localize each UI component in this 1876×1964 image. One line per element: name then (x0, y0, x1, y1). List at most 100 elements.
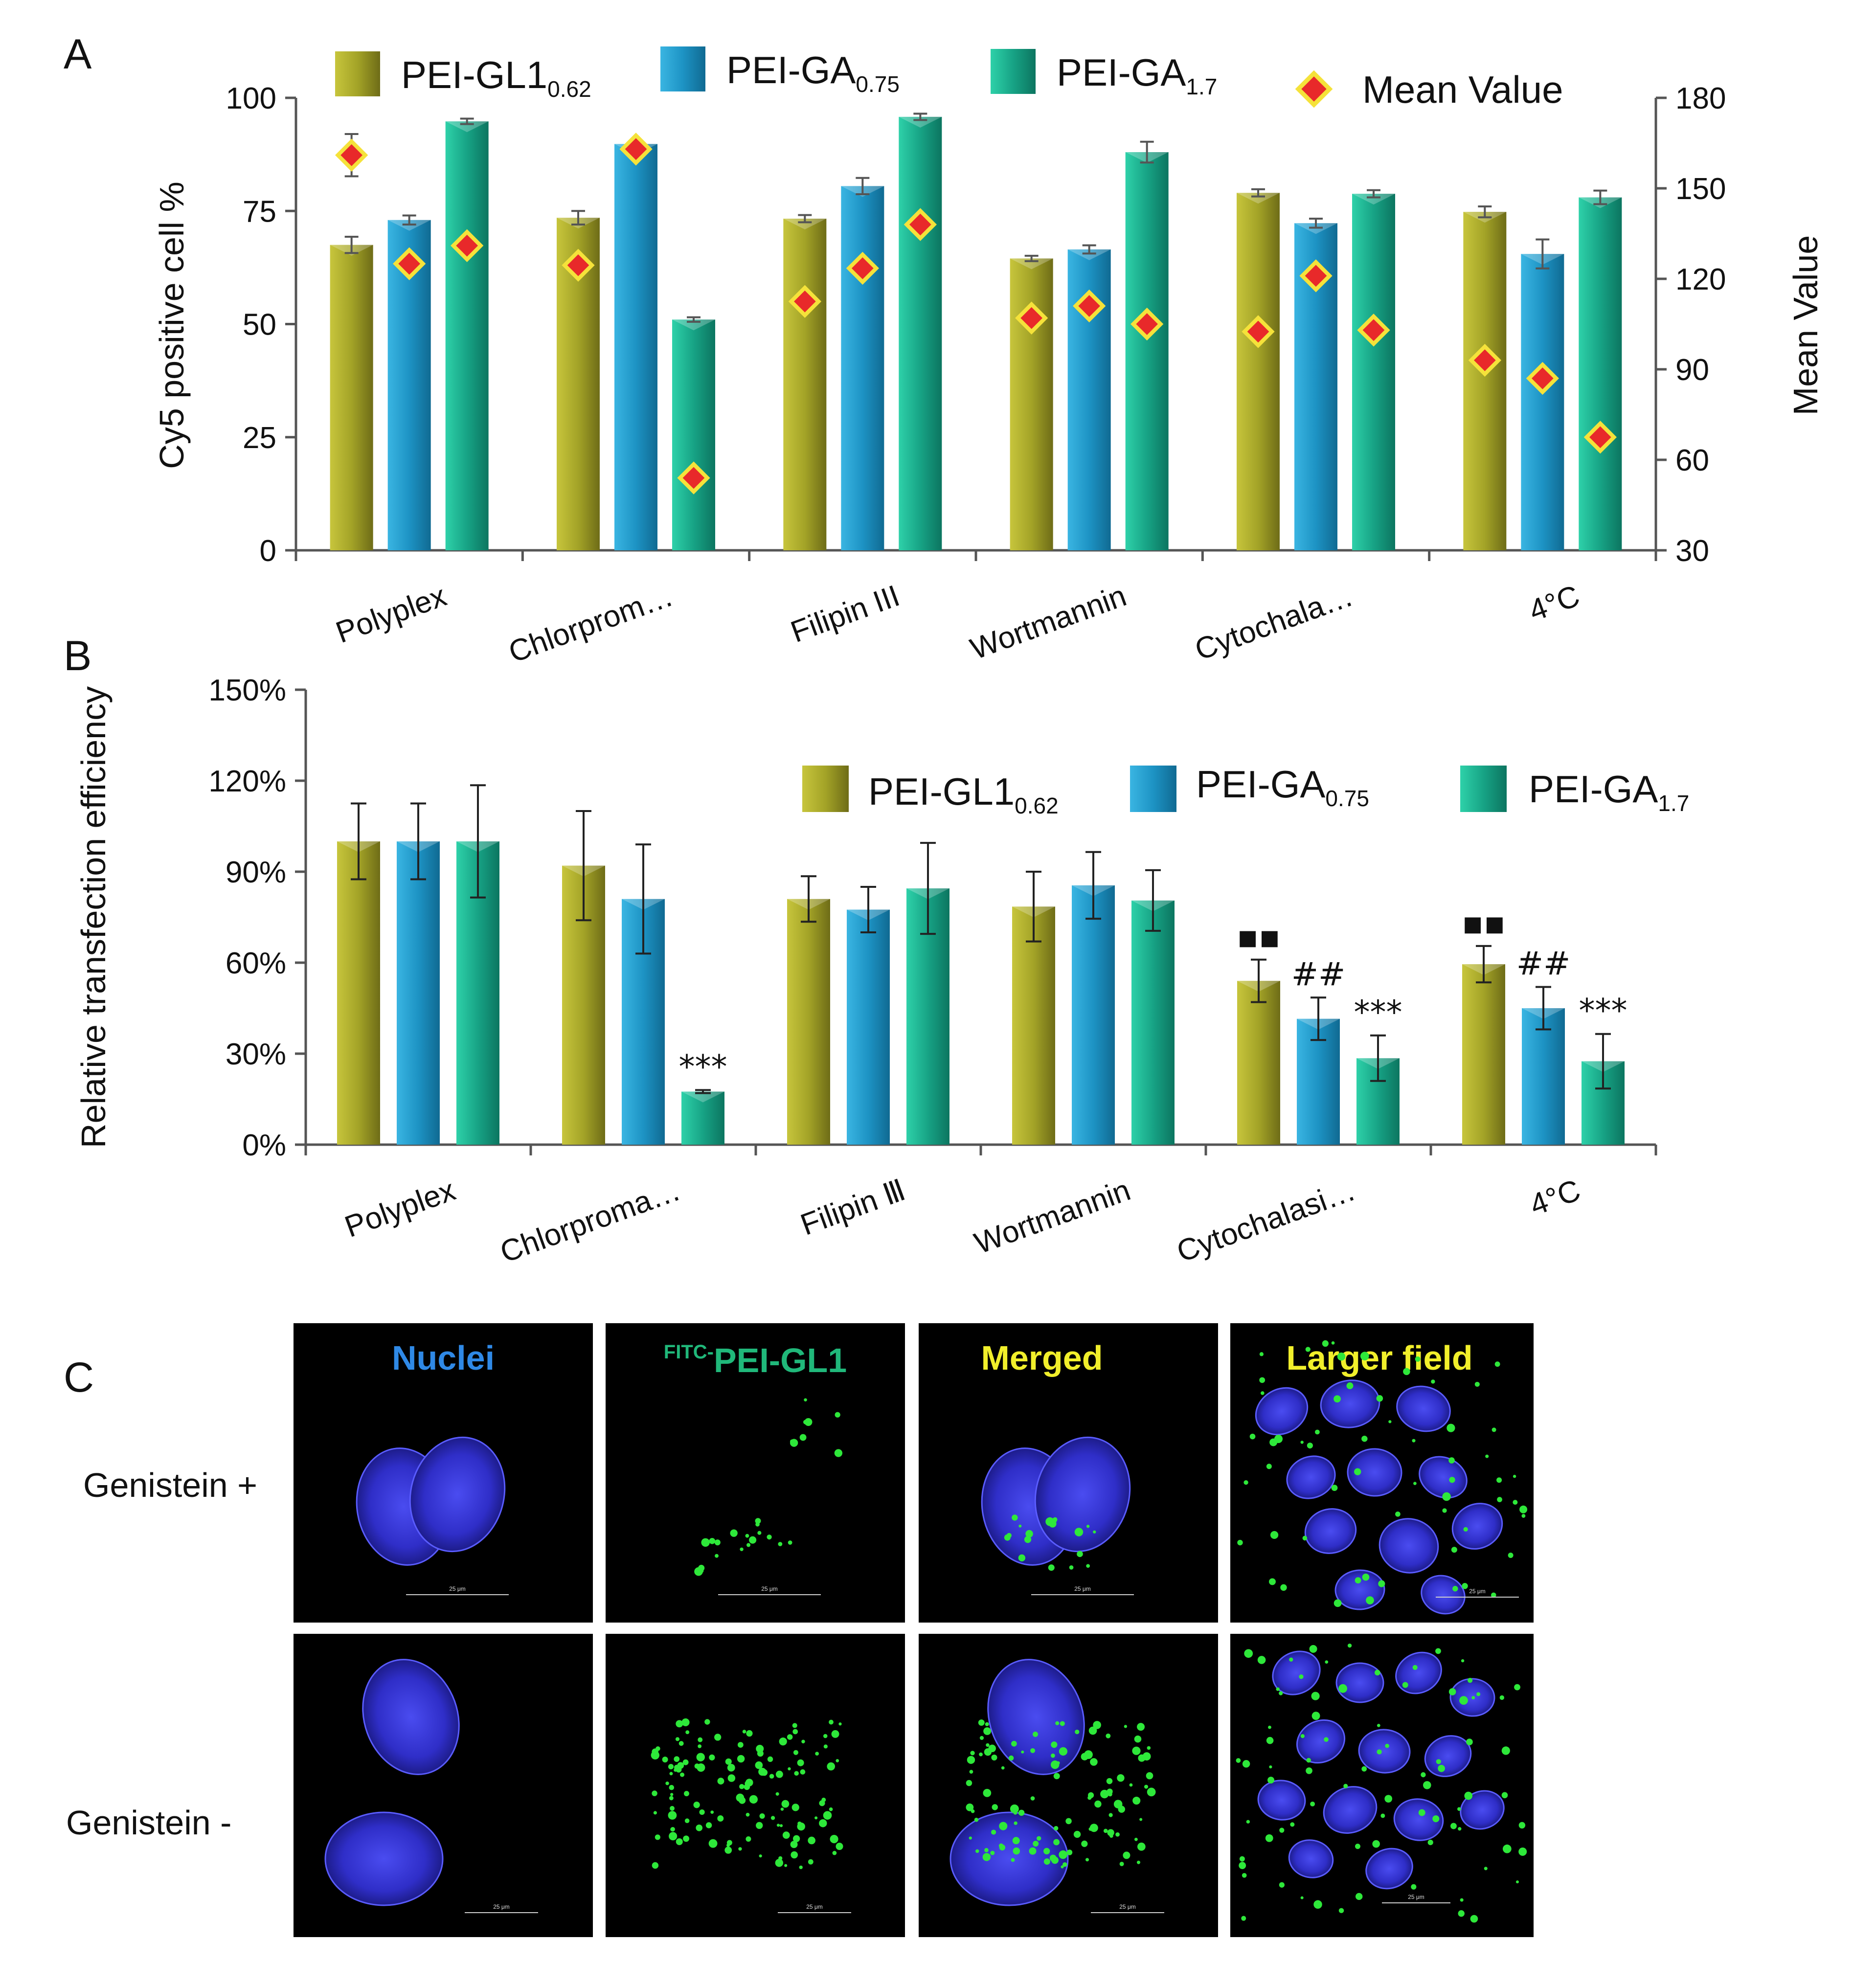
b-bar-gl1-2 (787, 899, 830, 1145)
merged-r2-107 (1139, 1818, 1143, 1821)
larger-r1-10 (1268, 1578, 1276, 1585)
larger-r1-34 (1494, 1361, 1500, 1367)
a-ytick-label-3: 75 (243, 195, 276, 228)
larger-r2-72 (1377, 1749, 1382, 1755)
merged-r2-76 (991, 1754, 997, 1761)
merged-r2-16 (1134, 1735, 1142, 1743)
fitc-r2-127 (726, 1840, 732, 1846)
legend-b-swatch-gl1 (802, 766, 849, 812)
merged-r2-67 (1051, 1741, 1058, 1748)
a-err-ga17-2 (913, 113, 927, 121)
larger-r2-42 (1461, 1659, 1465, 1663)
b-annotation-3: *** (1354, 993, 1402, 1031)
fitc-r2-5 (653, 1811, 657, 1815)
b-bar-gl1-3 (1012, 906, 1055, 1145)
b-ytick-label-3: 90% (226, 856, 286, 889)
larger-r1-6 (1259, 1352, 1264, 1356)
fitc-r2-71 (799, 1865, 803, 1870)
fitc-r2-19 (678, 1741, 684, 1746)
a-err-gl1-1 (571, 210, 585, 226)
a-ytick-label-4: 100 (226, 82, 276, 115)
fitc-r2-48 (676, 1720, 683, 1728)
nucleus-r1-nuclei-b (409, 1436, 506, 1553)
fitc-r2-123 (746, 1836, 751, 1842)
larger-r2-29 (1418, 1809, 1425, 1816)
larger-r2-36 (1518, 1847, 1527, 1856)
b-annotation-0: *** (679, 1048, 727, 1085)
merged-r2-96 (1073, 1830, 1081, 1838)
a-mean-ga17-0 (451, 229, 484, 262)
larger-r1-31 (1307, 1443, 1313, 1449)
a-bar-cap-gl1-3 (1010, 258, 1053, 270)
merged-r2-33 (1117, 1774, 1125, 1782)
b-bar-ga075-3 (1072, 885, 1115, 1145)
larger-r2-10 (1246, 1820, 1250, 1824)
a-mean-ga17-4 (1357, 314, 1390, 347)
nucleus-r2-larger-1 (1335, 1662, 1384, 1703)
larger-r1-9 (1496, 1477, 1502, 1483)
chart-b: 0%30%60%90%120%150% ***▪▪##***▪▪##*** Po… (74, 674, 1689, 1269)
larger-r2-79 (1421, 1772, 1426, 1778)
merged-r2-102 (979, 1736, 984, 1740)
merged-r2-97 (1119, 1861, 1124, 1866)
fitc-r2-86 (717, 1815, 724, 1822)
fitc-r2-24 (737, 1755, 745, 1763)
larger-r2-9 (1239, 1862, 1246, 1870)
fitc-r2-32 (788, 1767, 791, 1771)
a-mean-ga075-3 (1073, 289, 1106, 323)
merged-r2-80 (1109, 1834, 1113, 1838)
merged-r2-77 (1013, 1847, 1020, 1855)
larger-r2-47 (1324, 1737, 1329, 1742)
larger-r2-64 (1355, 1844, 1360, 1849)
nucleus-r1-merged-b (1034, 1436, 1131, 1553)
fitc-r2-38 (819, 1819, 827, 1828)
nucleus-r1-larger-7 (1379, 1518, 1439, 1574)
fitc-r2-31 (704, 1719, 710, 1725)
fitc-r2-111 (823, 1744, 828, 1749)
chart-b-categories: Polyplex Chlorproma… Filipin Ⅲ Wortmannin Cy… (340, 1173, 1585, 1269)
micrograph-r1-fitc (606, 1323, 905, 1623)
larger-r2-34 (1279, 1691, 1283, 1695)
fitc-r2-15 (698, 1737, 703, 1742)
legend-a-item-ga075: PEI-GA0.75 (660, 46, 900, 97)
fitc-r2-43 (669, 1796, 674, 1801)
fitc-r2-69 (790, 1841, 798, 1849)
merged-r2-63 (1066, 1850, 1073, 1855)
chart-a-bars (330, 113, 1622, 551)
fitc-r2-16 (662, 1757, 668, 1763)
scalebar-r2-fitc-label: 25 μm (806, 1903, 823, 1910)
merged-r2-26 (1085, 1858, 1089, 1862)
legend-a-sub-ga17: 1.7 (1186, 74, 1217, 99)
fitc-r1-5 (715, 1554, 719, 1558)
merged-r2-100 (1094, 1800, 1102, 1808)
fitc-r2-72 (739, 1783, 745, 1789)
a-err-ga17-0 (460, 117, 474, 125)
fitc-r2-44 (652, 1862, 659, 1869)
fitc-r2-17 (749, 1795, 758, 1804)
fitc-r2-125 (705, 1822, 712, 1829)
larger-r1-14 (1462, 1583, 1468, 1589)
b-err-ga075-3 (1085, 851, 1101, 920)
larger-r2-69 (1361, 1766, 1367, 1772)
a-mean-ga075-5 (1526, 361, 1559, 395)
merged-r2-68 (983, 1727, 992, 1735)
nucleus-r2-larger-8 (1323, 1786, 1378, 1834)
a-mean-ga17-3 (1130, 307, 1164, 341)
svg-text:PEI-GA0.75: PEI-GA0.75 (726, 48, 900, 97)
merged-r2-39 (1137, 1842, 1146, 1851)
larger-r1-27 (1497, 1497, 1502, 1502)
larger-r2-73 (1412, 1665, 1418, 1670)
merged-r2-32 (982, 1853, 991, 1861)
fitc-r2-109 (665, 1782, 669, 1785)
larger-r2-15 (1502, 1844, 1512, 1853)
merged-r2-59 (1012, 1837, 1020, 1845)
merged-r2-105 (1087, 1792, 1094, 1799)
larger-r1-51 (1449, 1477, 1455, 1483)
b-err-ga17-0 (470, 784, 486, 899)
larger-r2-56 (1484, 1867, 1488, 1871)
fitc-r2-120 (677, 1762, 684, 1769)
merged-r2-79 (1088, 1827, 1092, 1831)
micrograph-contents: 25 μm 25 μm 25 μm 25 μm 25 μm 25 μm 25 μm 25 μm (324, 1340, 1528, 1923)
larger-r1-49 (1331, 1485, 1338, 1491)
